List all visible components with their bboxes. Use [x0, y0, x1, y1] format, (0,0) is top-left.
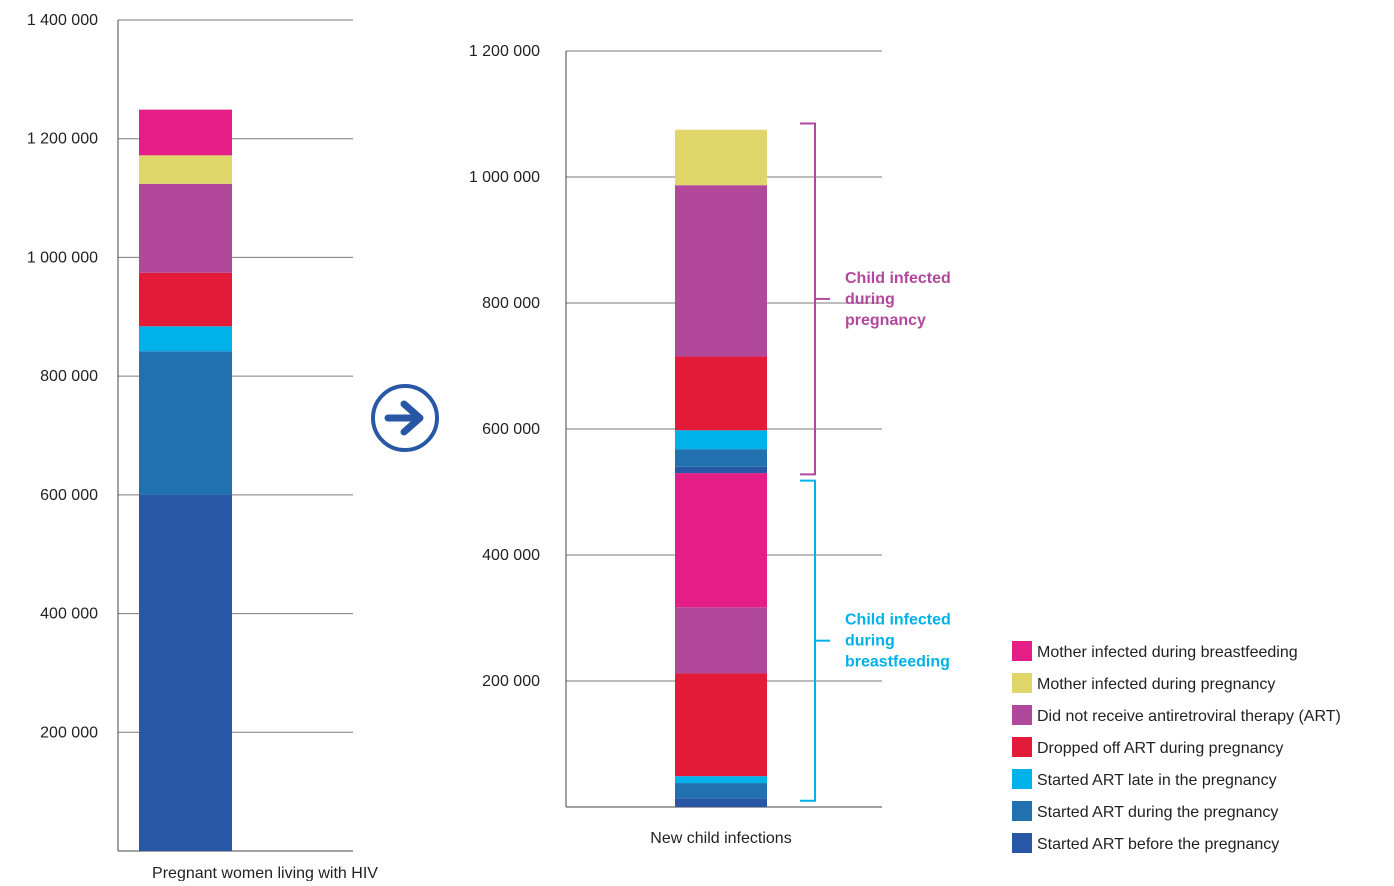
legend-item-did-not-receive-antiretroviral-therapy-art: Did not receive antiretroviral therapy (… [1012, 705, 1341, 725]
legend-item-mother-infected-during-pregnancy: Mother infected during pregnancy [1012, 673, 1275, 693]
bracket-2: Child infected during breastfeeding [800, 479, 951, 802]
y-tick-label: 200 000 [482, 673, 540, 690]
bar-segment-started-art-before-the-pregnancy [675, 798, 767, 807]
bar-segment-started-art-before-the-pregnancy [675, 466, 767, 474]
legend-item-started-art-late-in-the-pregnancy: Started ART late in the pregnancy [1012, 769, 1277, 789]
legend-swatch [1012, 705, 1032, 725]
legend-swatch [1012, 801, 1032, 821]
bracket-label-line: Child infected [845, 270, 951, 287]
arrow-right-circle-icon [371, 384, 439, 452]
bar-segment-dropped-off-art-during-pregnancy [675, 673, 767, 777]
bracket-label-line: Child infected [845, 612, 951, 629]
bar-segment-mother-infected-during-pregnancy [675, 129, 767, 186]
bracket-label-line: during [845, 633, 895, 650]
y-tick-label: 400 000 [482, 547, 540, 564]
y-tick-label: 1 000 000 [469, 169, 540, 186]
bracket-line [800, 122, 816, 476]
legend-swatch [1012, 673, 1032, 693]
legend-swatch [1012, 833, 1032, 853]
y-tick-label: 600 000 [40, 487, 98, 504]
bar-segment-mother-infected-during-breastfeeding [139, 109, 232, 156]
legend-label: Started ART before the pregnancy [1037, 836, 1279, 853]
x-category-label: New child infections [650, 830, 791, 847]
bar-segment-did-not-receive-antiretroviral-therapy-art [675, 607, 767, 674]
bar-segment-dropped-off-art-during-pregnancy [139, 272, 232, 327]
legend-label: Dropped off ART during pregnancy [1037, 740, 1283, 757]
bar-segment-started-art-before-the-pregnancy [139, 494, 232, 851]
bar-segment-started-art-late-in-the-pregnancy [675, 430, 767, 450]
y-tick-label: 1 400 000 [27, 12, 98, 29]
legend-label: Started ART late in the pregnancy [1037, 772, 1277, 789]
legend-label: Mother infected during breastfeeding [1037, 644, 1298, 661]
bracket-1: Child infected during pregnancy [800, 122, 951, 476]
legend-swatch [1012, 737, 1032, 757]
bar-segment-started-art-late-in-the-pregnancy [139, 326, 232, 352]
bar-segment-dropped-off-art-during-pregnancy [675, 356, 767, 431]
arrow-head [400, 400, 424, 436]
legend-label: Did not receive antiretroviral therapy (… [1037, 708, 1341, 725]
chart-panel-2: 200 000 400 000 600 000 800 000 1 000 000 1 2… [469, 43, 951, 847]
y-tick-label: 600 000 [482, 421, 540, 438]
bracket-label-line: pregnancy [845, 312, 926, 329]
chart-panel-1: 200 000 400 000 600 000 800 000 1 000 000 1 2… [27, 12, 378, 882]
x-category-label: Pregnant women living with HIV [152, 865, 378, 881]
bar-segment-started-art-during-the-pregnancy [675, 783, 767, 799]
bracket-line [800, 479, 816, 802]
bar-segment-started-art-late-in-the-pregnancy [675, 776, 767, 784]
y-tick-label: 800 000 [40, 368, 98, 385]
legend-item-dropped-off-art-during-pregnancy: Dropped off ART during pregnancy [1012, 737, 1283, 757]
legend-label: Started ART during the pregnancy [1037, 804, 1278, 821]
bar-segment-did-not-receive-antiretroviral-therapy-art [675, 185, 767, 357]
bar-segment-started-art-during-the-pregnancy [675, 449, 767, 467]
legend-swatch [1012, 769, 1032, 789]
legend-swatch [1012, 641, 1032, 661]
y-tick-label: 200 000 [40, 724, 98, 741]
y-tick-label: 1 200 000 [469, 43, 540, 60]
y-tick-label: 400 000 [40, 606, 98, 623]
legend: Mother infected during breastfeeding Moth… [1012, 641, 1341, 853]
y-tick-label: 1 200 000 [27, 131, 98, 148]
bar-segment-started-art-during-the-pregnancy [139, 351, 232, 495]
y-tick-label: 800 000 [482, 295, 540, 312]
bracket-label-line: during [845, 291, 895, 308]
arrow-circle [371, 384, 439, 452]
legend-item-started-art-during-the-pregnancy: Started ART during the pregnancy [1012, 801, 1278, 821]
bracket-label-line: breastfeeding [845, 654, 950, 671]
bar-segment-mother-infected-during-breastfeeding [675, 473, 767, 608]
y-tick-label: 1 000 000 [27, 249, 98, 266]
legend-item-started-art-before-the-pregnancy: Started ART before the pregnancy [1012, 833, 1279, 853]
bar-segment-mother-infected-during-pregnancy [139, 155, 232, 184]
bar-segment-did-not-receive-antiretroviral-therapy-art [139, 183, 232, 273]
legend-item-mother-infected-during-breastfeeding: Mother infected during breastfeeding [1012, 641, 1298, 661]
legend-label: Mother infected during pregnancy [1037, 676, 1275, 693]
